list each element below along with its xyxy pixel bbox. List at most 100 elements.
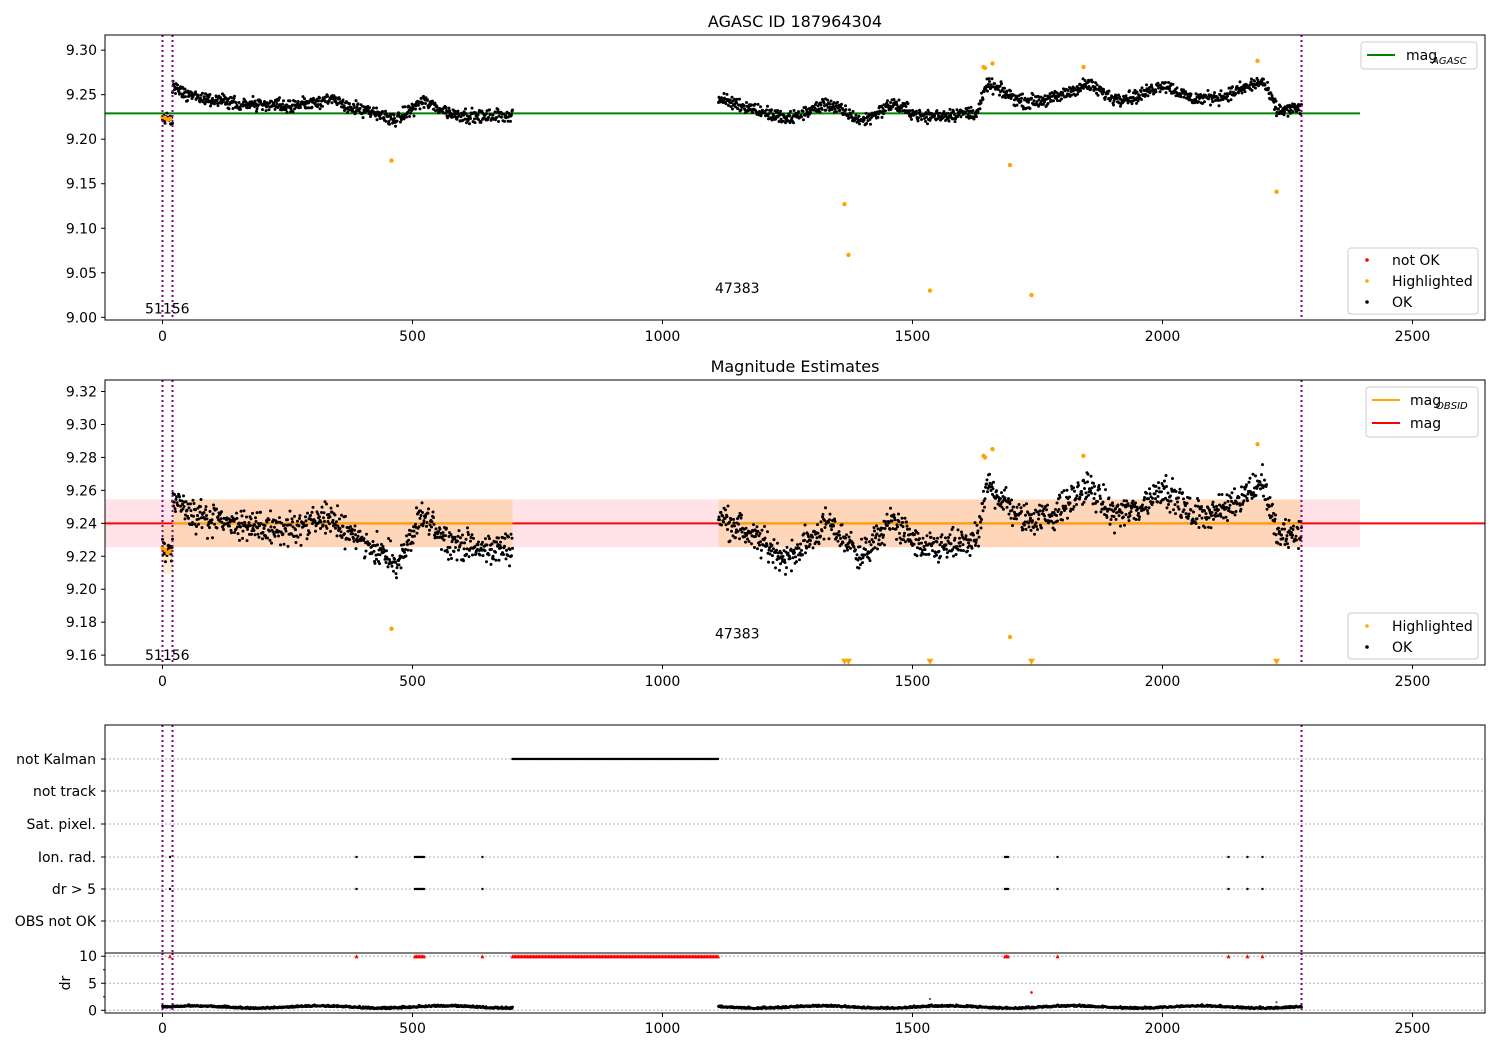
ok-point (1125, 513, 1128, 516)
ok-point (183, 505, 186, 508)
ok-point (910, 118, 913, 121)
ok-point (504, 537, 507, 540)
ok-point (1277, 527, 1280, 530)
ok-point (1010, 499, 1013, 502)
ok-point (474, 111, 477, 114)
legend-label: Highlighted (1392, 274, 1473, 290)
ok-point (206, 537, 209, 540)
ok-point (726, 93, 729, 96)
ok-point (318, 97, 321, 100)
ok-point (743, 104, 746, 107)
ok-point (839, 109, 842, 112)
ok-point (1254, 87, 1257, 90)
ok-point (427, 512, 430, 515)
ok-point (1122, 516, 1125, 519)
ok-point (297, 536, 300, 539)
ok-point (1238, 496, 1241, 499)
ok-point (865, 122, 868, 125)
ok-point (970, 106, 973, 109)
ok-point (394, 561, 397, 564)
ok-point (1220, 89, 1223, 92)
ok-point (1020, 100, 1023, 103)
ok-point (1283, 528, 1286, 531)
ok-point (1068, 496, 1071, 499)
ok-point (464, 107, 467, 110)
ok-point (934, 113, 937, 116)
ok-point (1178, 508, 1181, 511)
ok-point (979, 521, 982, 524)
ok-point (435, 527, 438, 530)
ok-point (357, 102, 360, 105)
ok-point (306, 512, 309, 515)
ok-point (982, 509, 985, 512)
ok-point (203, 511, 206, 514)
ok-point (861, 561, 864, 564)
ok-point (741, 531, 744, 534)
flag-point (169, 888, 171, 890)
ok-point (756, 547, 759, 550)
ok-point (852, 542, 855, 545)
ok-point (477, 541, 480, 544)
flag-row-label: not Kalman (16, 752, 96, 768)
ok-point (966, 550, 969, 553)
ok-point (230, 531, 233, 534)
x-tick-label: 500 (399, 674, 426, 690)
ok-point (320, 521, 323, 524)
ok-point (233, 531, 236, 534)
ok-point (299, 514, 302, 517)
ok-point (312, 506, 315, 509)
ok-point (1185, 512, 1188, 515)
highlighted-point (990, 61, 994, 65)
ok-point (385, 112, 388, 115)
ok-point (896, 525, 899, 528)
ok-point (1009, 502, 1012, 505)
ok-point (1289, 112, 1292, 115)
ok-point (305, 519, 308, 522)
ok-point (862, 556, 865, 559)
ok-point (1253, 80, 1256, 83)
highlighted-point (846, 253, 850, 257)
ok-point (1204, 526, 1207, 529)
ok-point (859, 545, 862, 548)
ok-point (1109, 523, 1112, 526)
highlighted-point (1255, 442, 1259, 446)
ok-point (828, 537, 831, 540)
ok-point (473, 117, 476, 120)
ok-point (502, 553, 505, 556)
ok-point (801, 553, 804, 556)
off-scale-marker (927, 659, 934, 665)
ok-point (233, 95, 236, 98)
ok-point (270, 542, 273, 545)
ok-point (918, 537, 921, 540)
ok-point (1262, 78, 1265, 81)
ok-point (865, 541, 868, 544)
ok-point (171, 122, 174, 125)
ok-point (1211, 511, 1214, 514)
ok-point (1032, 93, 1035, 96)
ok-point (391, 554, 394, 557)
ok-point (454, 536, 457, 539)
ok-point (1112, 103, 1115, 106)
ok-point (811, 536, 814, 539)
ok-point (752, 523, 755, 526)
ok-point (297, 100, 300, 103)
ok-point (1077, 484, 1080, 487)
ok-point (1093, 485, 1096, 488)
ok-point (858, 115, 861, 118)
ok-point (450, 557, 453, 560)
ok-point (738, 537, 741, 540)
ok-point (1215, 505, 1218, 508)
ok-point (509, 120, 512, 123)
ok-point (1114, 507, 1117, 510)
ok-point (1016, 506, 1019, 509)
x-tick-label: 1500 (895, 674, 931, 690)
y-tick-label: 9.25 (66, 88, 97, 104)
ok-point (1226, 519, 1229, 522)
ok-point (1112, 504, 1115, 507)
ok-point (835, 536, 838, 539)
ok-point (790, 569, 793, 572)
x-tick-label: 2000 (1145, 674, 1181, 690)
ok-point (869, 123, 872, 126)
ok-point (907, 102, 910, 105)
ok-point (1089, 489, 1092, 492)
